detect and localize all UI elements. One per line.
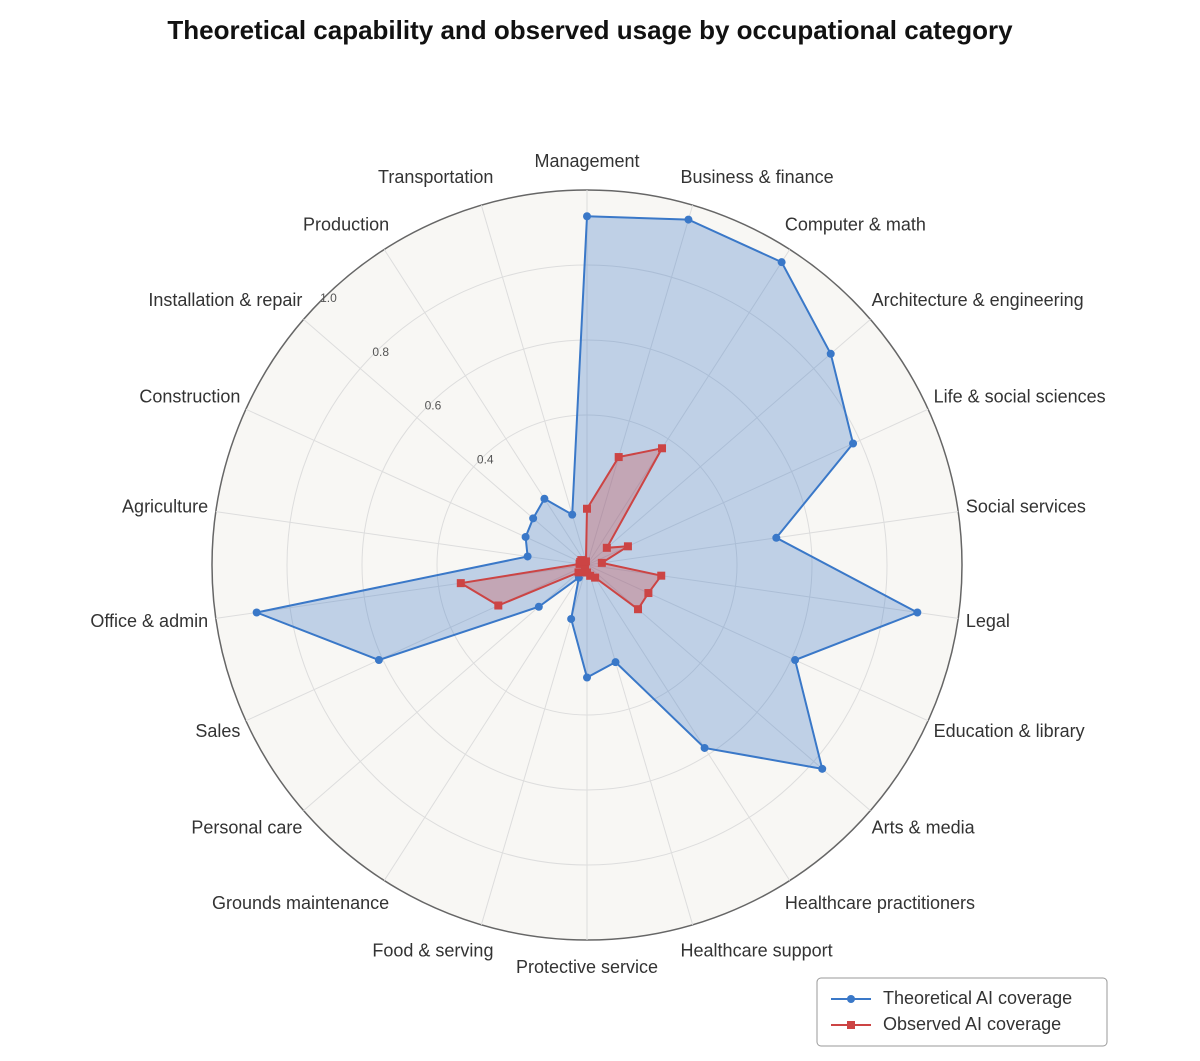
data-point bbox=[252, 608, 261, 617]
spoke bbox=[586, 249, 791, 566]
spoke bbox=[480, 564, 588, 925]
category-label: Office & admin bbox=[90, 611, 208, 631]
data-point bbox=[568, 510, 577, 519]
legend-label: Observed AI coverage bbox=[883, 1014, 1061, 1034]
category-label: Food & serving bbox=[372, 940, 493, 960]
category-label: Computer & math bbox=[785, 215, 926, 235]
data-point bbox=[580, 568, 589, 577]
category-label: Personal care bbox=[191, 818, 302, 838]
spoke bbox=[245, 408, 588, 566]
data-point bbox=[849, 439, 858, 448]
radial-tick-label: 1.0 bbox=[320, 291, 337, 305]
data-point bbox=[611, 658, 620, 667]
data-point bbox=[700, 743, 709, 752]
data-point bbox=[523, 552, 532, 561]
radial-tick-label: 0.6 bbox=[425, 399, 442, 413]
spoke bbox=[383, 249, 588, 566]
spoke bbox=[383, 564, 588, 881]
data-point bbox=[583, 504, 591, 513]
spoke bbox=[586, 564, 694, 925]
data-point bbox=[591, 573, 600, 582]
category-label: Production bbox=[303, 215, 389, 235]
legend-box bbox=[816, 977, 1108, 1047]
data-point bbox=[623, 542, 632, 551]
data-point bbox=[684, 215, 693, 224]
category-label: Business & finance bbox=[681, 167, 834, 187]
spoke bbox=[586, 564, 929, 722]
data-point bbox=[772, 533, 781, 542]
category-label: Social services bbox=[966, 496, 1086, 516]
category-label: Life & social sciences bbox=[934, 386, 1106, 406]
category-label: Management bbox=[534, 151, 639, 171]
spoke bbox=[586, 205, 694, 566]
data-point bbox=[791, 656, 800, 665]
category-label: Protective service bbox=[516, 957, 658, 977]
data-point bbox=[597, 558, 606, 567]
data-point bbox=[644, 589, 653, 598]
category-label: Legal bbox=[966, 611, 1010, 631]
data-point bbox=[583, 212, 591, 221]
data-point bbox=[657, 571, 666, 580]
data-point bbox=[614, 453, 623, 462]
data-point bbox=[567, 614, 576, 623]
data-point bbox=[374, 656, 383, 665]
category-label: Healthcare support bbox=[681, 940, 833, 960]
legend-marker bbox=[847, 1021, 855, 1029]
spoke bbox=[480, 205, 588, 566]
data-point bbox=[777, 258, 786, 267]
spoke bbox=[586, 319, 871, 566]
legend-marker bbox=[847, 995, 855, 1003]
data-point bbox=[634, 605, 643, 614]
data-point bbox=[658, 444, 667, 453]
data-point bbox=[583, 673, 591, 682]
category-label: Arts & media bbox=[872, 818, 976, 838]
category-label: Installation & repair bbox=[148, 290, 302, 310]
chart-title: Theoretical capability and observed usag… bbox=[167, 15, 1013, 45]
data-point bbox=[913, 608, 922, 617]
category-label: Transportation bbox=[378, 167, 493, 187]
legend-label: Theoretical AI coverage bbox=[883, 988, 1072, 1008]
category-label: Architecture & engineering bbox=[872, 290, 1084, 310]
category-label: Healthcare practitioners bbox=[785, 893, 975, 913]
data-point bbox=[456, 579, 465, 588]
spoke bbox=[586, 564, 791, 881]
radial-tick-label: 0.4 bbox=[477, 452, 494, 466]
data-point bbox=[494, 601, 503, 610]
spoke bbox=[215, 564, 588, 619]
data-point bbox=[521, 532, 530, 541]
data-point bbox=[580, 564, 589, 573]
data-point bbox=[529, 514, 538, 523]
spoke bbox=[303, 319, 588, 566]
category-label: Education & library bbox=[934, 721, 1085, 741]
spoke bbox=[586, 408, 929, 566]
category-label: Sales bbox=[195, 721, 240, 741]
category-label: Construction bbox=[139, 386, 240, 406]
data-point bbox=[826, 349, 835, 358]
series bbox=[456, 444, 667, 614]
data-point bbox=[818, 764, 827, 773]
series bbox=[252, 212, 922, 773]
spoke bbox=[245, 564, 588, 722]
category-label: Grounds maintenance bbox=[212, 893, 389, 913]
data-point bbox=[574, 568, 583, 577]
data-point bbox=[581, 557, 590, 566]
radial-tick-label: 0.8 bbox=[372, 345, 389, 359]
data-point bbox=[540, 494, 549, 503]
data-point bbox=[602, 543, 611, 552]
category-label: Agriculture bbox=[122, 496, 208, 516]
data-point bbox=[534, 602, 543, 611]
